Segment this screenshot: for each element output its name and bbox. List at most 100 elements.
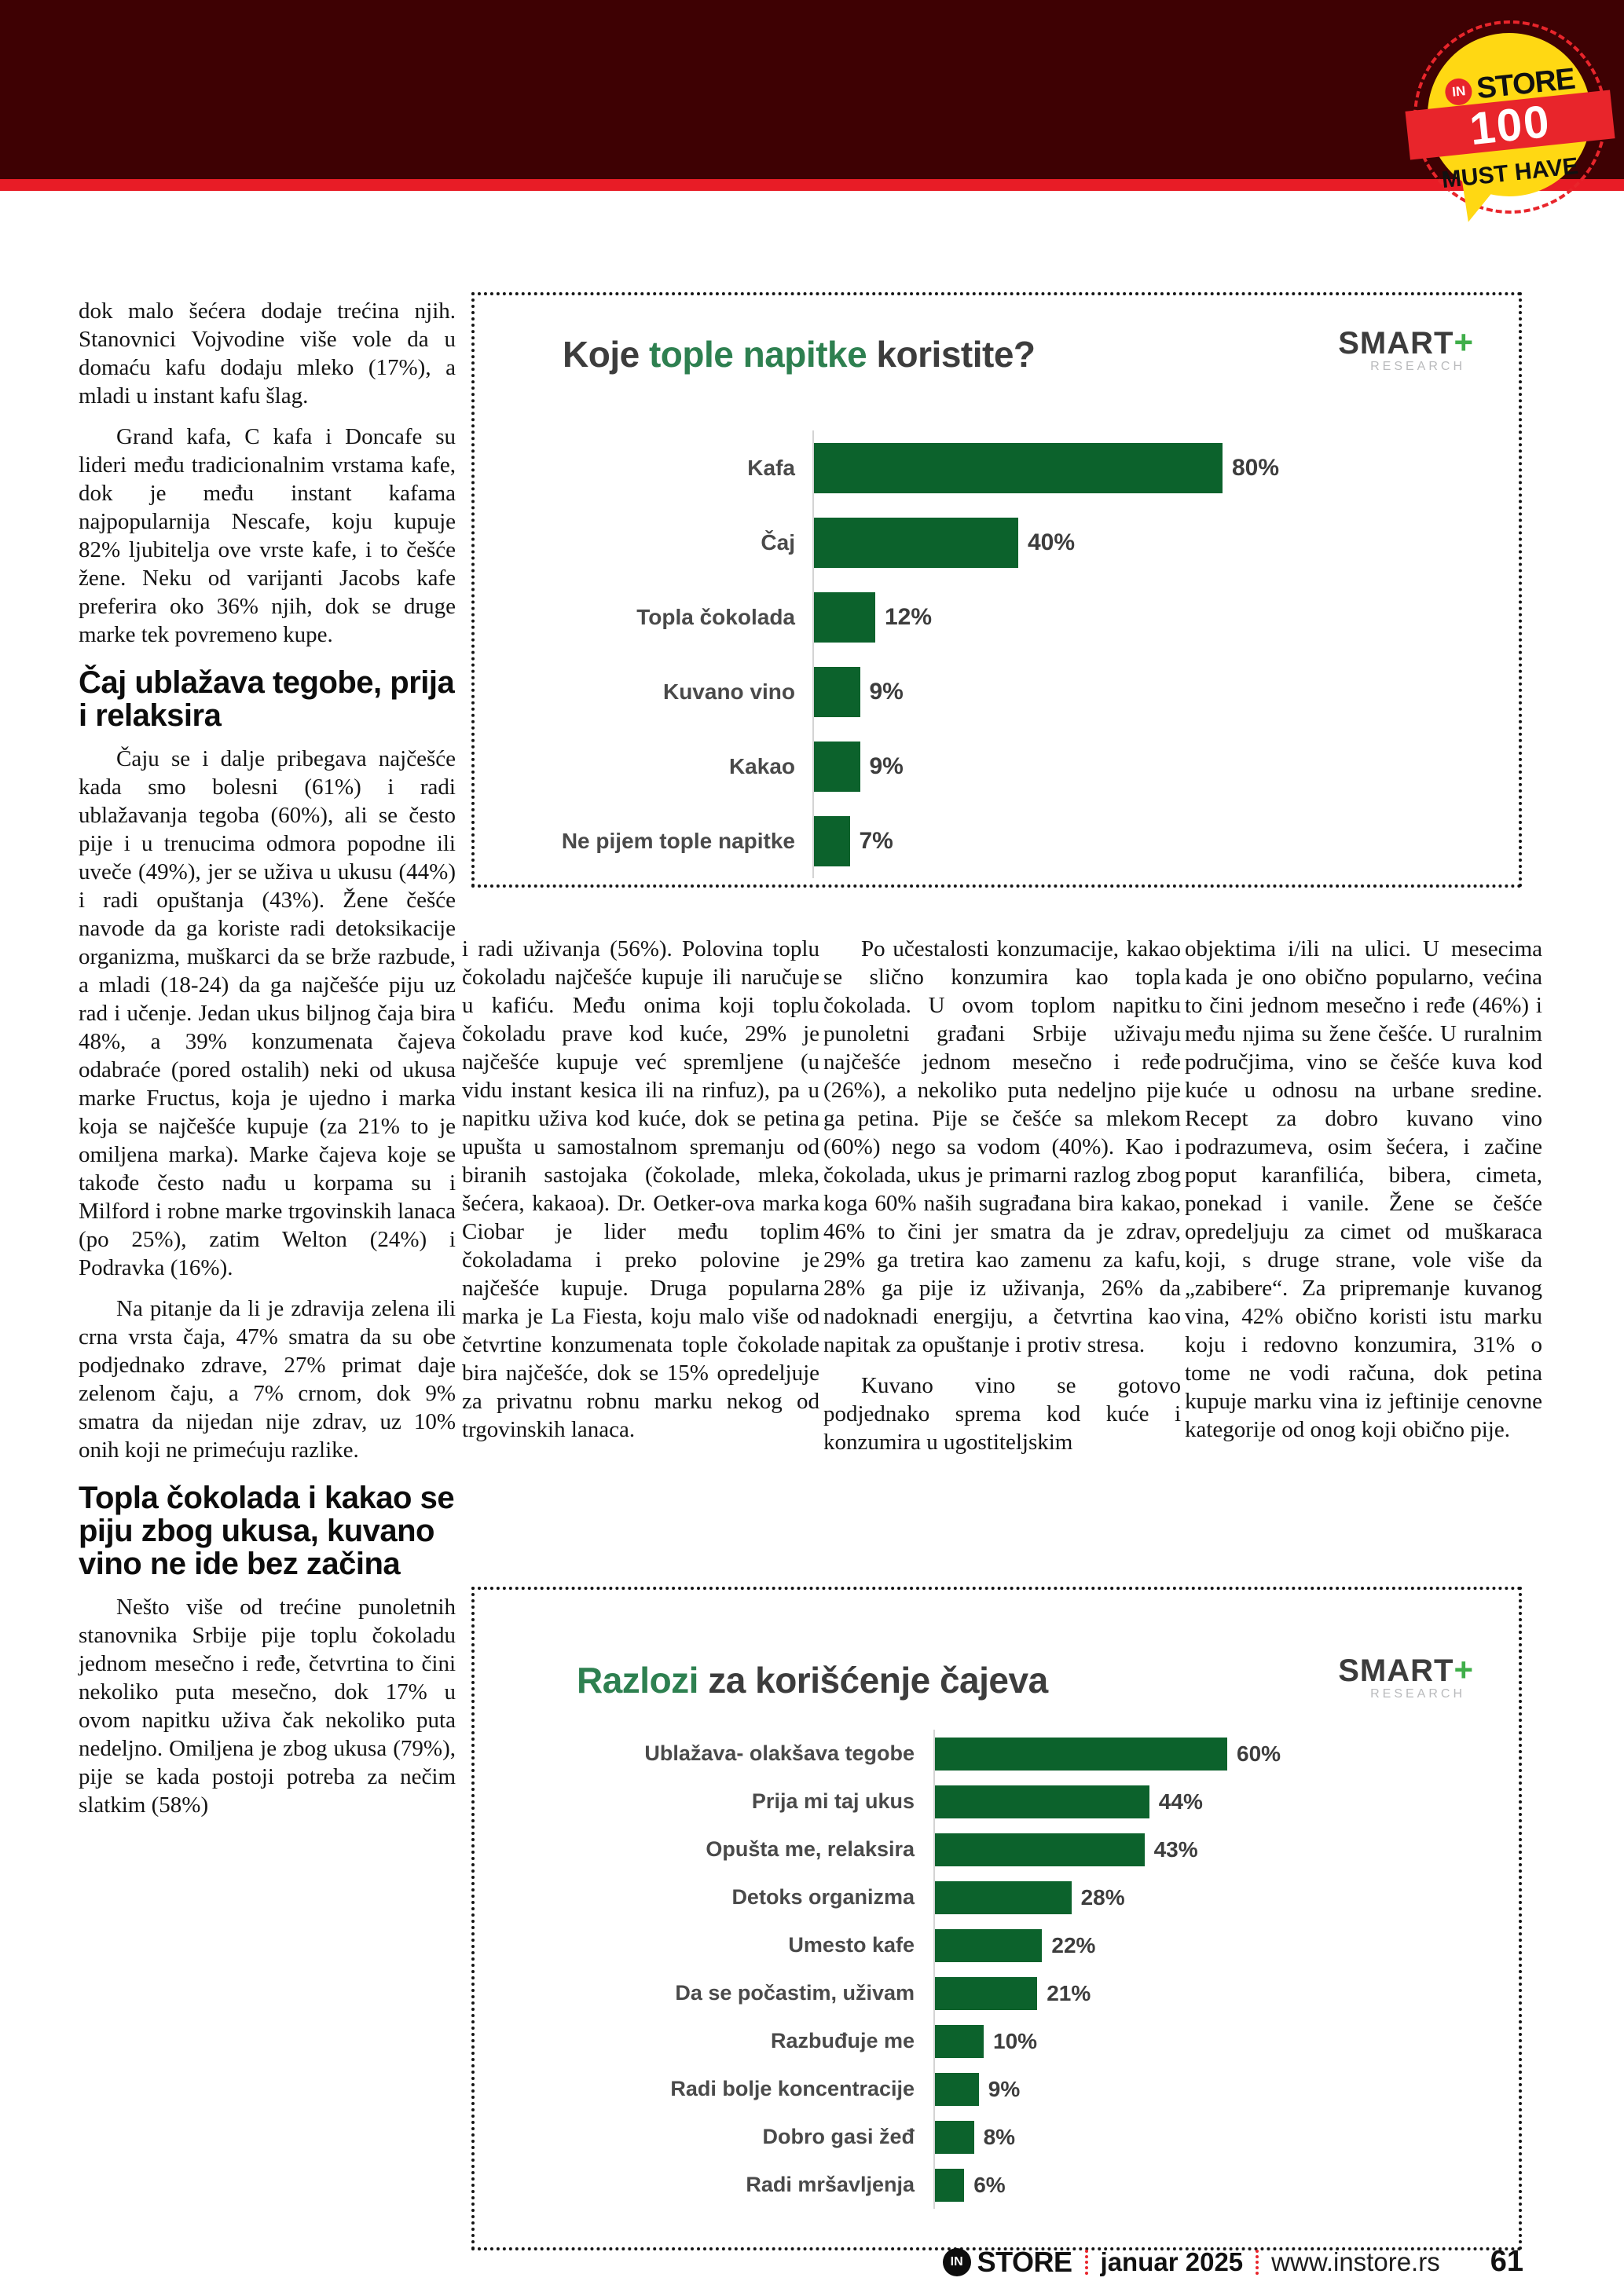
bar-category-label: Čaj <box>761 529 795 555</box>
bar-track: 9% <box>933 2065 1495 2113</box>
bar-track: 43% <box>933 1825 1495 1873</box>
page-number: 61 <box>1490 2245 1523 2278</box>
bar-category-label: Ublažava- olakšava tegobe <box>644 1741 915 1765</box>
footer-date: januar 2025 <box>1100 2247 1244 2276</box>
chart-title: Razlozi za korišćenje čajeva <box>577 1659 1048 1701</box>
bar-track: 6% <box>933 2161 1495 2209</box>
bar-category-label: Opušta me, relaksira <box>706 1837 915 1861</box>
bar-row: Razbuđuje me 10% <box>475 2017 1495 2065</box>
footer-separator <box>1256 2249 1259 2275</box>
bar <box>935 1833 1145 1866</box>
bar-row: Detoks organizma 28% <box>475 1873 1495 1921</box>
smart-logo-text: SMART <box>1338 326 1454 361</box>
text-column-1: dok malo šećera dodaje trećina njih. Sta… <box>79 297 456 1832</box>
bar <box>935 2072 979 2106</box>
bar <box>935 1976 1038 2010</box>
body-paragraph: objektima i/ili na ulici. U mesecima kad… <box>1185 936 1542 1442</box>
header-red-stripe <box>0 179 1624 191</box>
bar-category-label: Detoks organizma <box>731 1885 915 1909</box>
bar-value-label: 80% <box>1232 454 1280 481</box>
bar-value-label: 44% <box>1158 1789 1203 1814</box>
bar-value-label: 60% <box>1237 1741 1281 1766</box>
bar <box>935 1785 1149 1818</box>
bar <box>814 815 850 866</box>
bar <box>814 517 1018 568</box>
text-column-3: Po učestalosti konzumacije, kakao se sli… <box>823 935 1181 1469</box>
bar-value-label: 28% <box>1080 1884 1125 1910</box>
bar-row: Ublažava- olakšava tegobe 60% <box>475 1730 1495 1778</box>
chart-title: Koje tople napitke koristite? <box>563 333 1036 375</box>
smart-logo-text: SMART <box>1338 1653 1454 1688</box>
bar-row: Prija mi taj ukus 44% <box>475 1778 1495 1825</box>
smart-plus-icon: + <box>1454 1651 1473 1688</box>
chart-title-part: Razlozi <box>577 1660 698 1701</box>
chart-title-part: tople napitke <box>648 334 867 375</box>
bar-track: 44% <box>933 1778 1495 1825</box>
bar <box>814 591 875 643</box>
bar-category-label: Kuvano vino <box>662 679 795 704</box>
bar <box>935 1880 1072 1914</box>
text-column-4: objektima i/ili na ulici. U mesecima kad… <box>1185 935 1542 1456</box>
smart-research-logo: SMART+ RESEARCH <box>1338 324 1473 374</box>
bar-value-label: 22% <box>1051 1932 1096 1957</box>
bar-category-label: Umesto kafe <box>788 1933 915 1957</box>
chart-title-part: koristite? <box>867 334 1036 375</box>
bar-category-label: Kakao <box>728 753 795 778</box>
section-heading: Čaj ublažava tegobe, prija i relaksira <box>79 665 455 733</box>
body-paragraph: Na pitanje da li je zdravija zelena ili … <box>79 1296 456 1463</box>
bar-track: 80% <box>812 430 1495 505</box>
smart-plus-icon: + <box>1454 324 1473 361</box>
bar <box>814 442 1223 493</box>
body-paragraph: dok malo šećera dodaje trećina njih. Sta… <box>79 298 456 408</box>
chart-tea-reasons: Razlozi za korišćenje čajeva SMART+ RESE… <box>471 1587 1522 2250</box>
instore-100-must-have-badge: IN STORE 100 MUST HAVE <box>1401 8 1619 227</box>
smart-research-logo: SMART+ RESEARCH <box>1338 1651 1473 1701</box>
bar-value-label: 12% <box>885 603 933 630</box>
bar-row: Kafa 80% <box>475 430 1495 505</box>
bar-track: 12% <box>812 580 1495 654</box>
chart-title-part: Koje <box>563 334 649 375</box>
bar-track: 10% <box>933 2017 1495 2065</box>
bar-value-label: 9% <box>988 2076 1021 2101</box>
body-paragraph: i radi uživanja (56%). Polovina toplu čo… <box>462 936 819 1442</box>
bar-row: Radi mršavljenja 6% <box>475 2161 1495 2209</box>
bar-plot: Kafa 80% Čaj 40% Topla čokolada 12% Kuvano vin… <box>475 430 1495 878</box>
bar <box>935 2120 974 2154</box>
bar-value-label: 7% <box>859 827 893 854</box>
bar-value-label: 40% <box>1028 529 1076 555</box>
bar <box>935 1737 1227 1771</box>
bar-row: Radi bolje koncentracije 9% <box>475 2065 1495 2113</box>
bar <box>935 1928 1043 1962</box>
bar <box>935 2024 984 2058</box>
bar-track: 40% <box>812 505 1495 580</box>
bar-row: Kuvano vino 9% <box>475 654 1495 729</box>
footer-website: www.instore.rs <box>1271 2247 1440 2276</box>
bar-row: Čaj 40% <box>475 505 1495 580</box>
bar-row: Da se počastim, uživam 21% <box>475 1969 1495 2017</box>
bar-value-label: 43% <box>1153 1836 1198 1862</box>
bar-category-label: Radi mršavljenja <box>746 2173 915 2196</box>
body-paragraph: Kuvano vino se gotovo podjednako sprema … <box>823 1373 1181 1455</box>
bar-value-label: 8% <box>983 2124 1016 2149</box>
bar-category-label: Radi bolje koncentracije <box>670 2077 915 2100</box>
bar <box>935 2168 965 2202</box>
footer-store-logo: STORE <box>977 2245 1072 2278</box>
smart-research-text: RESEARCH <box>1370 1687 1465 1701</box>
bar-track: 60% <box>933 1730 1495 1778</box>
bar-category-label: Kafa <box>747 455 795 480</box>
bar-track: 22% <box>933 1921 1495 1969</box>
bar-track: 9% <box>812 729 1495 804</box>
bar-value-label: 21% <box>1047 1980 1091 2005</box>
bar-category-label: Prija mi taj ukus <box>751 1789 915 1813</box>
body-paragraph: Po učestalosti konzumacije, kakao se sli… <box>823 936 1181 1357</box>
bar-track: 8% <box>933 2113 1495 2161</box>
bar-row: Ne pijem tople napitke 7% <box>475 804 1495 878</box>
bar-row: Topla čokolada 12% <box>475 580 1495 654</box>
chart-hot-beverages: Koje tople napitke koristite? SMART+ RES… <box>471 292 1522 888</box>
bar-track: 7% <box>812 804 1495 878</box>
bar-category-label: Dobro gasi žeđ <box>762 2125 915 2148</box>
bar-track: 21% <box>933 1969 1495 2017</box>
bar-category-label: Ne pijem tople napitke <box>561 828 795 853</box>
footer-separator <box>1084 2249 1088 2275</box>
